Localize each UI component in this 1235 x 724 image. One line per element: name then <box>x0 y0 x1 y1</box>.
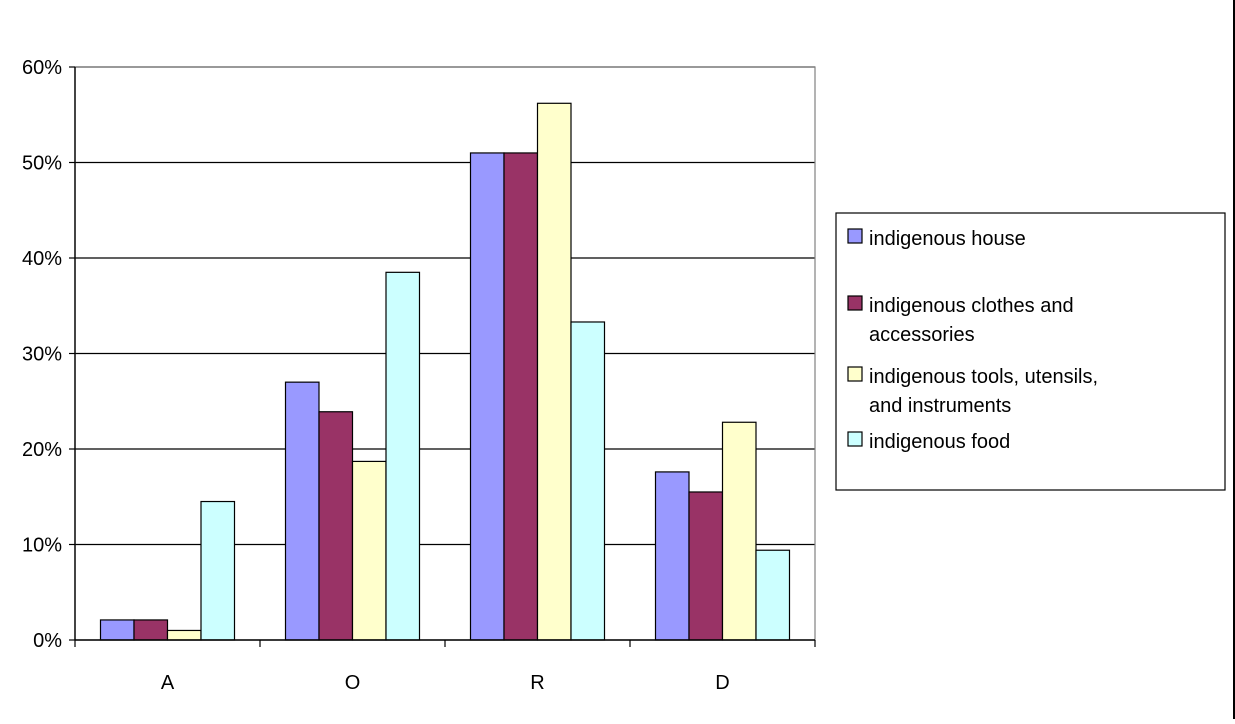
bar <box>284 381 320 641</box>
grid-lines <box>75 66 815 546</box>
x-tick-label: R <box>530 672 544 694</box>
bar <box>688 491 724 641</box>
bar <box>721 421 757 641</box>
y-tick-label: 60% <box>22 57 62 79</box>
legend-swatch <box>847 431 863 447</box>
bar <box>133 619 169 641</box>
legend-swatch <box>847 228 863 244</box>
legend-label: indigenous house <box>869 228 1026 250</box>
y-tick-label: 40% <box>22 248 62 270</box>
bar <box>654 471 690 641</box>
legend-label-line: and instruments <box>869 395 1011 417</box>
bars <box>99 102 791 641</box>
bar <box>166 629 202 641</box>
bar <box>755 549 791 641</box>
bar <box>318 411 354 641</box>
x-tick-label: D <box>715 672 729 694</box>
legend-label-line: indigenous food <box>869 431 1010 453</box>
y-tick-label: 30% <box>22 344 62 366</box>
legend-box <box>835 212 1226 491</box>
y-tick-label: 10% <box>22 535 62 557</box>
legend-label-line: accessories <box>869 324 975 346</box>
bar <box>469 152 505 641</box>
legend-label-line: indigenous tools, utensils, <box>869 366 1098 388</box>
y-tick-label: 0% <box>33 630 62 652</box>
bar <box>351 460 387 641</box>
legend-label: indigenous clothes and accessories <box>869 295 1074 346</box>
bar <box>200 500 236 641</box>
legend-swatch <box>847 295 863 311</box>
x-tick-label: A <box>161 672 175 694</box>
legend-label: indigenous tools, utensils, and instrumen… <box>869 366 1098 417</box>
legend-swatch <box>847 366 863 382</box>
legend-label: indigenous food <box>869 431 1010 453</box>
bar <box>536 102 572 641</box>
axes <box>69 66 816 647</box>
y-axis-tick-labels: 0% 10% 20% 30% 40% 50% 60% <box>22 57 62 652</box>
y-tick-label: 20% <box>22 439 62 461</box>
bar <box>385 271 421 641</box>
bar <box>570 321 606 641</box>
chart-right-border <box>1233 0 1235 719</box>
x-tick-label: O <box>345 672 361 694</box>
y-tick-label: 50% <box>22 153 62 175</box>
bar <box>99 619 135 641</box>
bar <box>503 152 539 641</box>
legend-label-line: indigenous clothes and <box>869 295 1074 317</box>
legend-label-line: indigenous house <box>869 228 1026 250</box>
legend: indigenous house indigenous clothes and ac… <box>835 212 1226 491</box>
